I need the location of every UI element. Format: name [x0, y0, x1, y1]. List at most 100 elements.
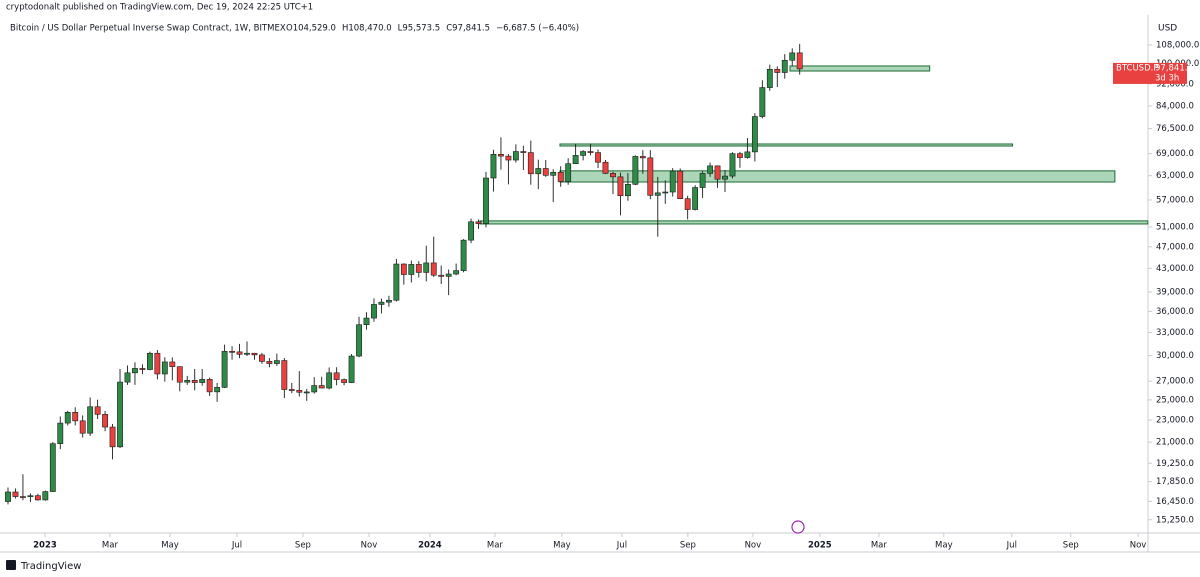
candle-body [677, 170, 684, 199]
y-tick-label: 21,000.0 [1156, 438, 1194, 448]
ohlc-readout: O104,529.0 H108,470.0 L95,573.5 C97,841.5 −6… [286, 24, 579, 34]
candle-body [595, 152, 601, 163]
candle-body [154, 352, 161, 375]
candle-body [654, 192, 661, 196]
candle-body [79, 420, 86, 434]
candle-body [348, 355, 355, 383]
candle-body [737, 153, 743, 158]
candle-body [176, 366, 183, 383]
y-axis-label: USD [1158, 24, 1177, 34]
candle-body [490, 154, 497, 179]
publisher: cryptodonalt published on TradingView.co… [6, 3, 313, 13]
candle-body [146, 352, 153, 370]
event-icon [791, 520, 805, 534]
candle-body [610, 173, 616, 178]
x-tick-label: Sep [1063, 541, 1079, 551]
ohlc-value: H108,470.0 [342, 24, 392, 34]
candle-body [430, 262, 437, 276]
y-tick-label: 69,000.0 [1156, 149, 1194, 159]
candle-body [102, 414, 109, 428]
y-tick-label: 23,000.0 [1156, 416, 1194, 426]
candle-body [229, 351, 235, 353]
x-tick-label: May [935, 541, 953, 551]
x-tick-label: May [553, 541, 571, 551]
candle-body [20, 496, 26, 498]
candle-body [161, 361, 168, 375]
candle-body [796, 52, 803, 70]
candle-body [505, 155, 512, 161]
y-tick-label: 16,450.0 [1156, 497, 1194, 507]
candle-body [512, 151, 519, 161]
candle-body [385, 299, 392, 303]
candle-body [214, 387, 221, 393]
x-tick-label: Mar [487, 541, 504, 551]
candle-body [57, 422, 64, 444]
candle-body [572, 155, 579, 164]
ohlc-value: C97,841.5 [446, 24, 490, 34]
y-tick-label: 30,000.0 [1156, 351, 1194, 361]
y-tick-label: 57,000.0 [1156, 195, 1194, 205]
y-tick-label: 36,000.0 [1156, 307, 1194, 317]
logo-icon [6, 560, 16, 570]
candle-body [42, 491, 49, 501]
candle-body [483, 177, 489, 224]
tradingview-logo: TradingView [6, 560, 81, 572]
candle-body [34, 495, 41, 501]
y-tick-label: 43,000.0 [1156, 264, 1194, 274]
candle-body [520, 151, 527, 153]
candle-body [393, 263, 400, 301]
candle-body [744, 151, 751, 158]
candle-body [273, 360, 280, 364]
candle-body [124, 372, 131, 383]
candle-body [759, 87, 766, 117]
candle-body [326, 372, 333, 389]
candle-body [341, 379, 348, 383]
brand: TradingView [20, 561, 81, 572]
x-tick-label: 2024 [418, 541, 442, 551]
candle-body [333, 372, 340, 380]
candle-body [789, 52, 796, 61]
x-tick-label: Mar [102, 541, 119, 551]
candle-body [438, 274, 445, 277]
y-tick-label: 63,000.0 [1156, 171, 1194, 181]
candle-body [639, 156, 646, 159]
x-tick-label: 2025 [808, 541, 832, 551]
ticker-label: BTCUSD.P [1116, 63, 1158, 73]
candle-body [132, 368, 138, 374]
candle-body [714, 165, 721, 180]
candle-body [527, 152, 534, 175]
candle-body [475, 221, 482, 224]
candle-body [751, 116, 758, 153]
candle-body [669, 170, 676, 193]
candle-body [191, 380, 198, 383]
candle-body [27, 495, 34, 498]
candle-body [199, 379, 206, 383]
candle-body [311, 385, 318, 393]
candle-body [617, 176, 624, 197]
candle-body [244, 352, 250, 355]
candle-body [684, 198, 691, 210]
candle-body [356, 324, 362, 357]
x-tick-label: Sep [680, 541, 696, 551]
y-tick-label: 47,000.0 [1156, 242, 1194, 252]
ohlc-value: L95,573.5 [398, 24, 441, 34]
candle-body [64, 412, 71, 424]
countdown-label: 3d 3h [1155, 73, 1179, 83]
candle-body [87, 406, 94, 434]
candle-body [587, 151, 594, 153]
candle-body [632, 156, 639, 185]
candle-body [363, 317, 370, 326]
ohlc-value: −6,687.5 (−6.40%) [496, 24, 579, 34]
zone [789, 65, 931, 72]
candle-body [468, 221, 474, 241]
ohlc-value: O104,529.0 [286, 24, 336, 34]
candle-body [707, 165, 713, 174]
candle-body [169, 361, 176, 367]
y-tick-label: 17,850.0 [1156, 477, 1194, 487]
candle-body [647, 157, 654, 196]
candle-body [624, 184, 631, 197]
candle-body [699, 173, 706, 188]
candle-body [109, 426, 116, 448]
